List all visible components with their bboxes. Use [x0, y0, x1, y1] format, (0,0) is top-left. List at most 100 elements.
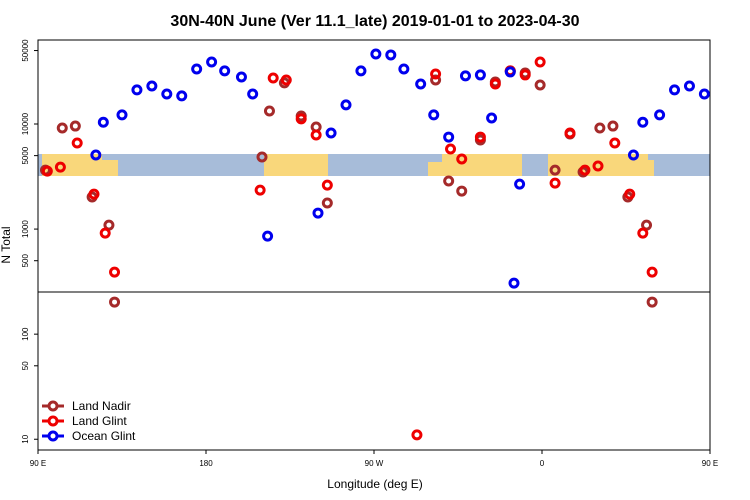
point — [592, 160, 604, 172]
point — [256, 151, 268, 163]
point — [430, 74, 442, 86]
point — [698, 88, 710, 100]
point — [219, 65, 231, 77]
x-tick-label: 90 W — [365, 459, 384, 468]
point — [683, 80, 695, 92]
point — [310, 129, 322, 141]
point — [280, 74, 292, 86]
point — [519, 69, 531, 81]
point — [669, 84, 681, 96]
point — [235, 71, 247, 83]
point — [206, 56, 218, 68]
point — [594, 122, 606, 134]
y-tick-label: 50000 — [21, 39, 30, 62]
y-tick-label: 5000 — [21, 146, 30, 164]
y-tick-label: 100 — [21, 327, 30, 341]
point — [385, 49, 397, 61]
point — [607, 120, 619, 132]
point — [624, 188, 636, 200]
y-tick-label: 50 — [21, 361, 30, 370]
point — [56, 122, 68, 134]
x-tick-label: 90 E — [702, 459, 718, 468]
point — [415, 78, 427, 90]
point — [514, 178, 526, 190]
point — [312, 207, 324, 219]
y-tick-label: 10000 — [21, 112, 30, 135]
point — [456, 185, 468, 197]
point — [549, 164, 561, 176]
point — [398, 63, 410, 75]
point — [267, 72, 279, 84]
point — [474, 69, 486, 81]
point — [609, 137, 621, 149]
point — [69, 120, 81, 132]
point — [637, 116, 649, 128]
plot-frame — [37, 39, 711, 451]
point — [508, 277, 520, 289]
point — [41, 165, 53, 177]
y-tick-label: 10 — [21, 434, 30, 443]
point — [355, 65, 367, 77]
ocean-band — [38, 154, 710, 176]
point — [443, 175, 455, 187]
point — [486, 112, 498, 124]
point — [489, 78, 501, 90]
legend-marker — [47, 400, 59, 412]
map-strip — [38, 154, 710, 176]
point — [456, 153, 468, 165]
point — [247, 88, 259, 100]
point — [54, 161, 66, 173]
point — [445, 143, 457, 155]
land-band — [648, 160, 654, 176]
land-band — [428, 162, 442, 176]
point — [254, 184, 266, 196]
point — [428, 109, 440, 121]
land-band — [102, 160, 118, 176]
point — [459, 70, 471, 82]
point — [90, 149, 102, 161]
point — [109, 266, 121, 278]
point — [321, 179, 333, 191]
point — [646, 296, 658, 308]
point — [430, 68, 442, 80]
point — [549, 177, 561, 189]
y-tick-label: 500 — [21, 253, 30, 267]
point — [146, 80, 158, 92]
legend-label: Ocean Glint — [72, 429, 136, 443]
point — [411, 429, 423, 441]
point — [325, 127, 337, 139]
point — [579, 164, 591, 176]
point — [262, 230, 274, 242]
legend-label: Land Glint — [72, 414, 127, 428]
point — [534, 56, 546, 68]
point — [564, 127, 576, 139]
point — [295, 113, 307, 125]
point — [71, 137, 83, 149]
point — [627, 149, 639, 161]
point — [534, 79, 546, 91]
x-tick-label: 180 — [199, 459, 213, 468]
point — [116, 109, 128, 121]
land-band — [442, 154, 522, 176]
x-axis-label: Longitude (deg E) — [327, 477, 422, 491]
legend-marker — [47, 430, 59, 442]
y-tick-label: 1000 — [21, 220, 30, 238]
point — [109, 296, 121, 308]
point — [443, 131, 455, 143]
legend-marker — [47, 415, 59, 427]
chart-title: 30N-40N June (Ver 11.1_late) 2019-01-01 … — [170, 13, 579, 30]
point — [474, 131, 486, 143]
legend-label: Land Nadir — [72, 399, 131, 413]
point — [176, 90, 188, 102]
point — [637, 227, 649, 239]
land-band — [548, 154, 648, 176]
point — [646, 266, 658, 278]
point — [161, 88, 173, 100]
point — [504, 66, 516, 78]
y-axis-label: N Total — [0, 226, 13, 263]
point — [340, 99, 352, 111]
point — [97, 116, 109, 128]
point — [88, 188, 100, 200]
point — [654, 109, 666, 121]
